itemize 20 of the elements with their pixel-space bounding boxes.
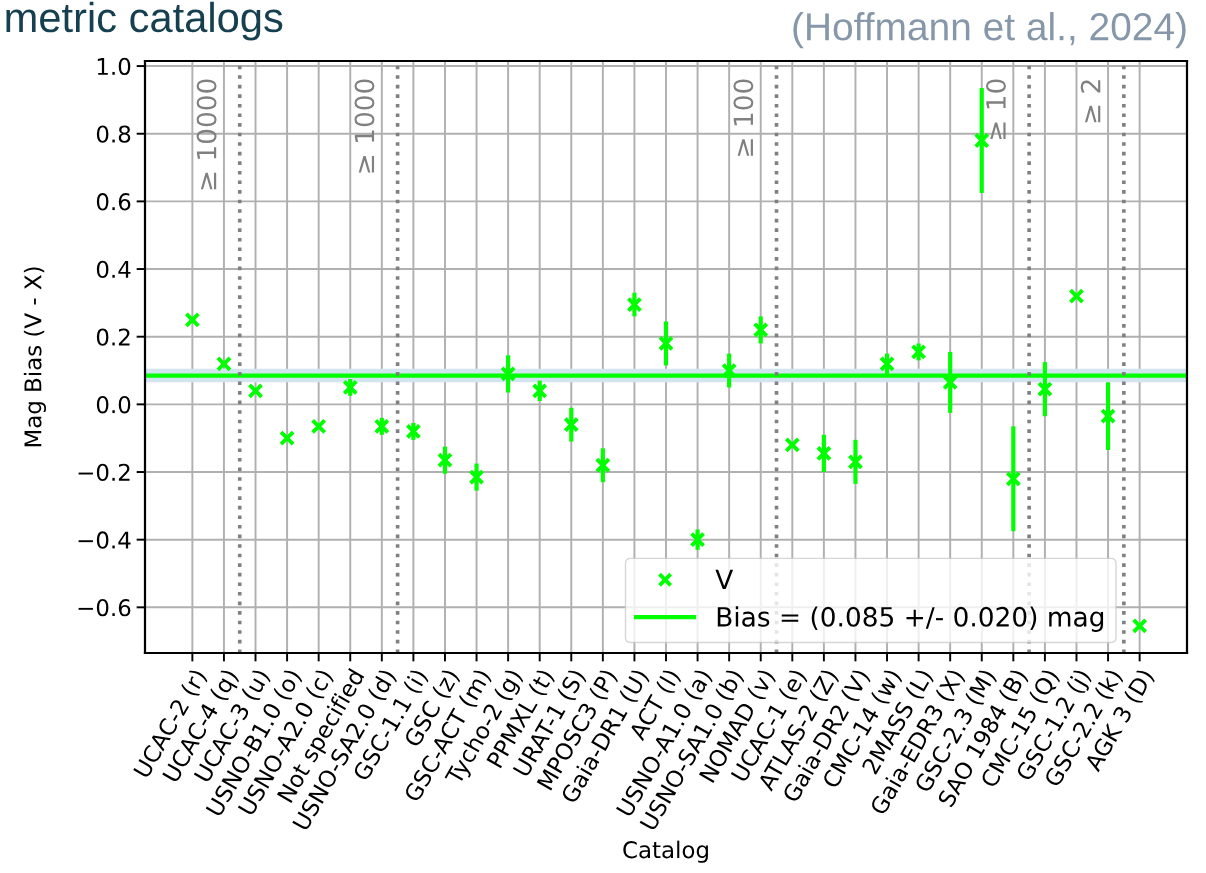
annotation: ≥ 2 [1080, 80, 1101, 123]
y-tick-label: −0.4 [78, 531, 131, 549]
y-tick-label: −0.2 [78, 463, 130, 482]
chart-title: metric catalogs [6, 1, 283, 41]
annotation: ≥ 100 [733, 79, 754, 156]
y-tick-label: 0.2 [96, 328, 130, 346]
annotation: ≥ 10000 [196, 79, 217, 190]
legend-label: V [715, 569, 734, 589]
annotation: ≥ 10 [985, 79, 1006, 139]
text: (Hoffmann et al., 2024) [793, 12, 1186, 49]
legend-label: Bias = (0.085 +/- 0.020) mag [717, 606, 1104, 632]
x-axis-title: Catalog [623, 840, 708, 863]
y-tick-label: 0.6 [96, 193, 131, 211]
y-tick-label: 0.8 [96, 125, 131, 143]
annotation: ≥ 1000 [354, 79, 375, 173]
y-axis-title: Mag Bias (V - X) [23, 267, 47, 447]
y-tick-label: 0.4 [96, 260, 131, 279]
y-tick-label: −0.6 [78, 599, 131, 617]
y-tick-label: 1.0 [97, 57, 131, 76]
y-tick-label: 0.0 [96, 396, 131, 414]
